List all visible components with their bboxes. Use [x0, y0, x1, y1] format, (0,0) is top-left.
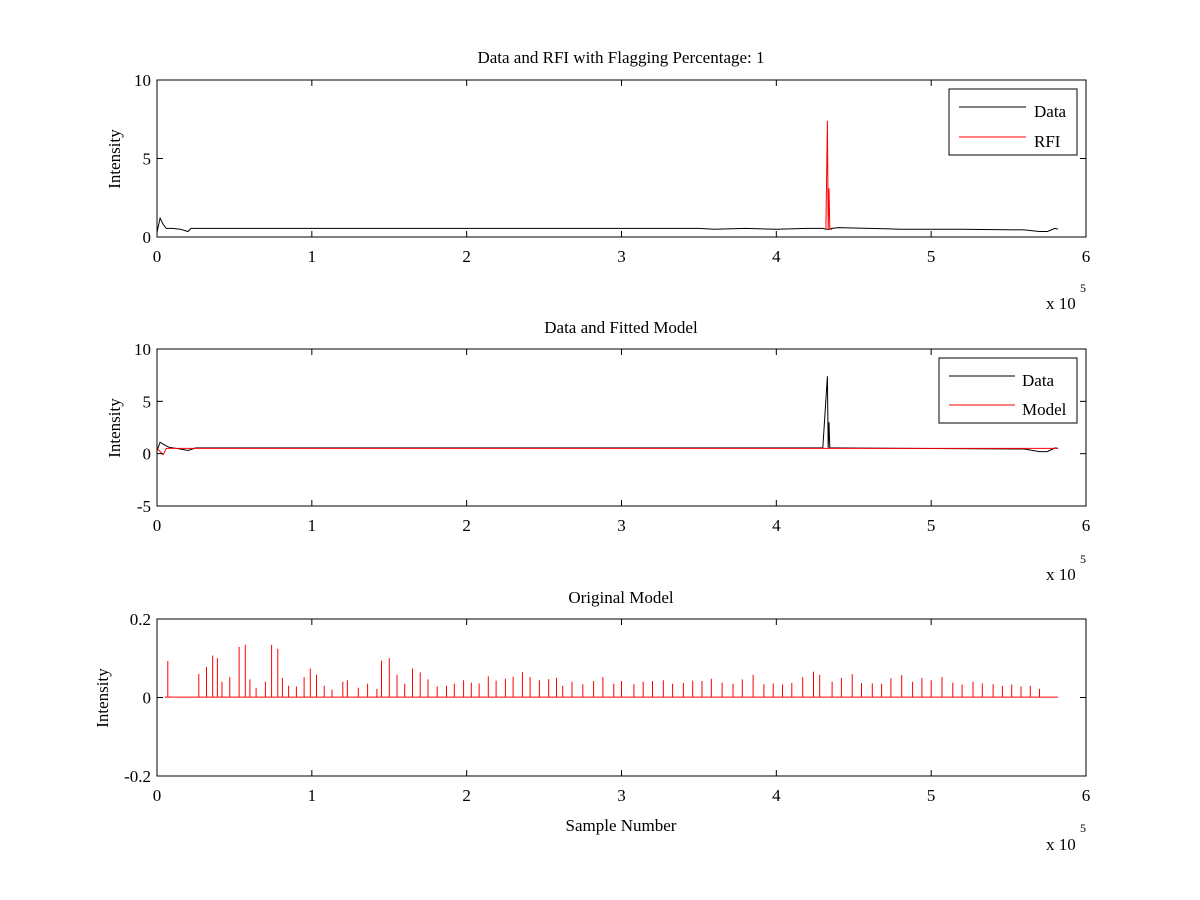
legend-label-model: Model	[1022, 400, 1067, 419]
x-tick-label: 6	[1082, 516, 1091, 535]
subplot-data-model: Data and Fitted Model Intensity 0 1 2 3 4 5 6 -…	[105, 318, 1090, 584]
x-tick-label: 0	[153, 516, 162, 535]
subplot-data-rfi: Data and RFI with Flagging Percentage: 1…	[105, 48, 1090, 313]
x-multiplier: x 10 5	[1046, 821, 1086, 854]
x-tick-label: 2	[462, 247, 471, 266]
y-axis-label: Intensity	[105, 129, 124, 189]
legend-box	[938, 357, 1078, 424]
legend-box	[948, 88, 1078, 156]
x-tick-label: 3	[617, 247, 626, 266]
x-tick-label: 5	[927, 516, 936, 535]
y-axis-label: Intensity	[93, 668, 112, 728]
plot-lines	[156, 120, 1059, 233]
x-tick-label: 2	[462, 786, 471, 805]
y-tick-label: 0	[143, 445, 152, 464]
y-tick-label: -5	[137, 497, 151, 516]
x-tick-label: 1	[308, 516, 317, 535]
series-line-model	[164, 644, 1059, 698]
legend: Data Model	[938, 357, 1078, 424]
x-tick-label: 6	[1082, 786, 1091, 805]
y-tick-label: 0.2	[130, 610, 151, 629]
x-multiplier-text: x 10	[1046, 294, 1076, 313]
y-tick-label: 0	[143, 689, 152, 708]
x-axis-label: Sample Number	[566, 816, 677, 835]
x-multiplier-exponent: 5	[1080, 821, 1086, 835]
x-tick-label: 6	[1082, 247, 1091, 266]
chart-title: Data and Fitted Model	[544, 318, 698, 337]
series-line-rfi	[825, 120, 833, 230]
x-multiplier-text: x 10	[1046, 565, 1076, 584]
x-multiplier-exponent: 5	[1080, 281, 1086, 295]
plot-lines	[156, 376, 1059, 456]
x-tick-label: 3	[617, 516, 626, 535]
legend-label-data: Data	[1034, 102, 1067, 121]
legend: Data RFI	[948, 88, 1078, 156]
plot-lines	[164, 644, 1059, 698]
x-tick-label: 5	[927, 247, 936, 266]
chart-title: Original Model	[568, 588, 674, 607]
x-multiplier: x 10 5	[1046, 552, 1086, 584]
subplot-original-model: Original Model Intensity Sample Number 0…	[93, 588, 1090, 854]
chart-title: Data and RFI with Flagging Percentage: 1	[477, 48, 764, 67]
x-tick-label: 4	[772, 247, 781, 266]
y-axis-label: Intensity	[105, 398, 124, 458]
legend-label-data: Data	[1022, 371, 1055, 390]
x-tick-label: 5	[927, 786, 936, 805]
y-tick-label: 5	[143, 392, 152, 411]
axis-ticks: 0 1 2 3 4 5 6-0.200.2	[124, 610, 1090, 805]
series-line-model	[156, 447, 1059, 456]
x-tick-label: 0	[153, 786, 162, 805]
y-tick-label: 0	[143, 228, 152, 247]
x-multiplier-exponent: 5	[1080, 552, 1086, 566]
x-tick-label: 3	[617, 786, 626, 805]
y-tick-label: -0.2	[124, 767, 151, 786]
legend-label-rfi: RFI	[1034, 132, 1061, 151]
y-tick-label: 10	[134, 340, 151, 359]
y-tick-label: 10	[134, 71, 151, 90]
x-tick-label: 2	[462, 516, 471, 535]
x-multiplier-text: x 10	[1046, 835, 1076, 854]
x-tick-label: 4	[772, 516, 781, 535]
x-tick-label: 4	[772, 786, 781, 805]
y-tick-label: 5	[143, 150, 152, 169]
axis-ticks: 0 1 2 3 4 5 6 0 5 10	[134, 71, 1090, 266]
series-line-data	[156, 216, 1059, 233]
x-tick-label: 1	[308, 247, 317, 266]
x-multiplier: x 10 5	[1046, 281, 1086, 313]
x-tick-label: 0	[153, 247, 162, 266]
x-tick-label: 1	[308, 786, 317, 805]
